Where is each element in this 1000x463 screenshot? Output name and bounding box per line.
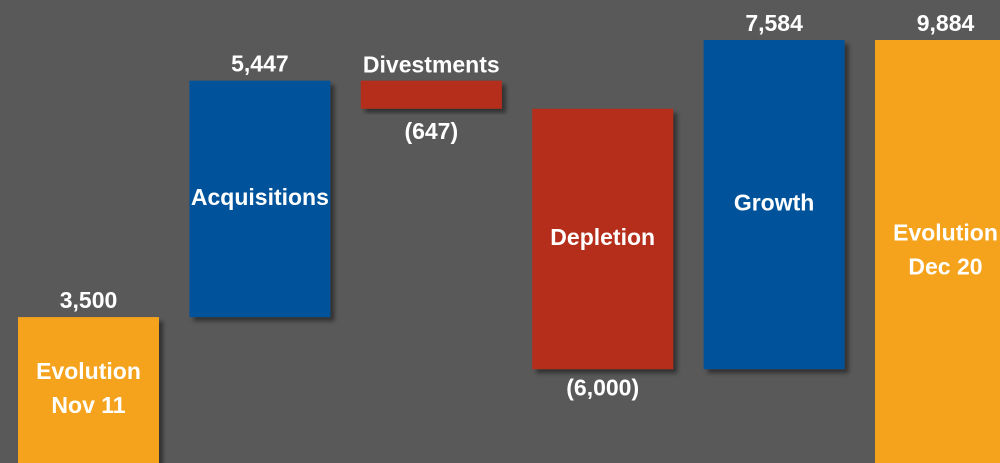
category-label-line: Dec 20 bbox=[908, 254, 982, 280]
category-label: Evolution Nov 11 bbox=[36, 358, 141, 418]
category-label-line: Acquisitions bbox=[191, 184, 329, 210]
value-label: 3,500 bbox=[60, 287, 118, 313]
category-label-line: Evolution bbox=[36, 358, 141, 384]
category-label: Evolution Dec 20 bbox=[893, 220, 998, 280]
category-label: Growth bbox=[734, 190, 815, 216]
category-label-line: Divestments bbox=[363, 52, 500, 78]
category-label-line: Growth bbox=[734, 190, 815, 216]
category-label: Divestments bbox=[363, 52, 500, 78]
category-label-line: Depletion bbox=[550, 224, 655, 250]
bar bbox=[360, 80, 502, 109]
value-label: 7,584 bbox=[745, 10, 803, 36]
value-label: (6,000) bbox=[566, 374, 639, 400]
bar bbox=[532, 108, 674, 370]
bar bbox=[875, 40, 1000, 463]
value-label: (647) bbox=[404, 118, 458, 144]
bar bbox=[189, 80, 331, 318]
category-label: Acquisitions bbox=[191, 184, 329, 210]
bar bbox=[703, 40, 845, 370]
category-label-line: Nov 11 bbox=[51, 392, 125, 418]
category-label-line: Evolution bbox=[893, 220, 998, 246]
bar bbox=[18, 317, 159, 463]
value-label: 9,884 bbox=[917, 10, 975, 36]
category-label: Depletion bbox=[550, 224, 655, 250]
value-label: 5,447 bbox=[231, 51, 289, 77]
